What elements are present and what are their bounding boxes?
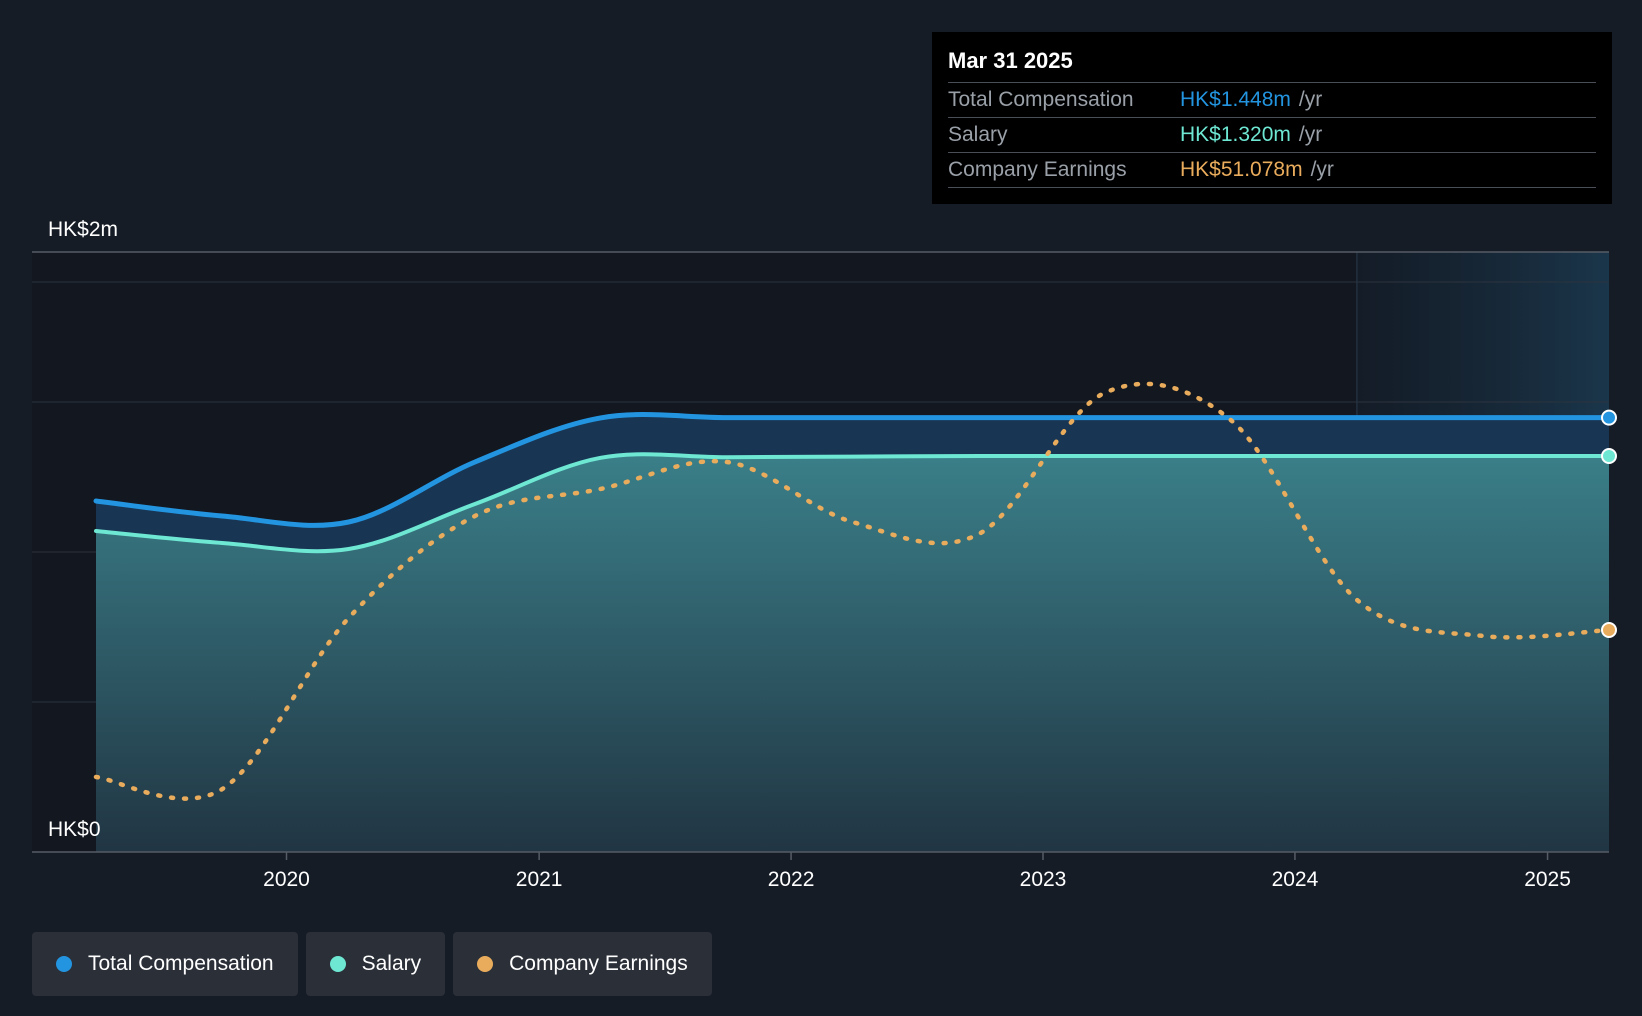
legend-item-total-compensation[interactable]: Total Compensation [32,932,298,996]
legend-label: Salary [361,952,422,975]
salary-endpoint [1601,448,1617,464]
company-earnings-endpoint [1601,622,1617,638]
legend-dot-icon [56,956,72,972]
x-tick-label: 2021 [516,868,563,891]
salary-area [96,454,1609,852]
tooltip-unit: /yr [1298,88,1323,111]
tooltip-unit: /yr [1298,123,1323,146]
tooltip-label: Company Earnings [948,158,1127,181]
y-axis-top-label: HK$2m [48,218,118,241]
legend-label: Company Earnings [509,952,688,975]
tooltip-label: Total Compensation [948,88,1134,111]
tooltip-value: HK$1.448m [1180,88,1291,111]
tooltip-row-salary: Salary HK$1.320m /yr [948,118,1596,153]
tooltip-date: Mar 31 2025 [948,46,1596,83]
tooltip-panel: Mar 31 2025 Total Compensation HK$1.448m… [932,32,1612,204]
legend-dot-icon [477,956,494,972]
total-compensation-endpoint [1601,409,1617,426]
chart-legend: Total Compensation Salary Company Earnin… [32,932,712,996]
tooltip-row-total-compensation: Total Compensation HK$1.448m /yr [948,83,1596,118]
x-tick-label: 2025 [1524,868,1571,891]
tooltip-value: HK$51.078m [1180,158,1303,181]
salary-line [94,452,1611,554]
total-compensation-line [93,412,1612,528]
tooltip-unit: /yr [1310,158,1334,181]
y-axis-bottom-label: HK$0 [48,818,101,841]
tooltip-label: Salary [948,123,1008,146]
legend-item-company-earnings[interactable]: Company Earnings [453,932,712,996]
tooltip-row-company-earnings: Company Earnings HK$51.078m /yr [948,153,1596,188]
legend-label: Total Compensation [88,952,274,975]
x-tick-label: 2022 [768,868,815,891]
x-tick-label: 2024 [1272,868,1319,891]
legend-dot-icon [329,956,346,972]
tooltip-value: HK$1.320m [1180,123,1291,146]
x-tick-label: 2020 [263,868,310,891]
x-tick-label: 2023 [1020,868,1067,891]
legend-item-salary[interactable]: Salary [305,932,446,996]
company-earnings-line [93,381,1612,801]
